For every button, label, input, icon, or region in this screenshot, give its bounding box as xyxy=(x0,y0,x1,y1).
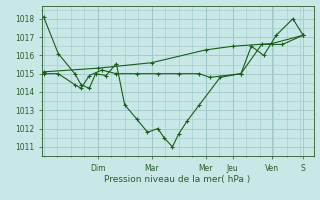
X-axis label: Pression niveau de la mer( hPa ): Pression niveau de la mer( hPa ) xyxy=(104,175,251,184)
